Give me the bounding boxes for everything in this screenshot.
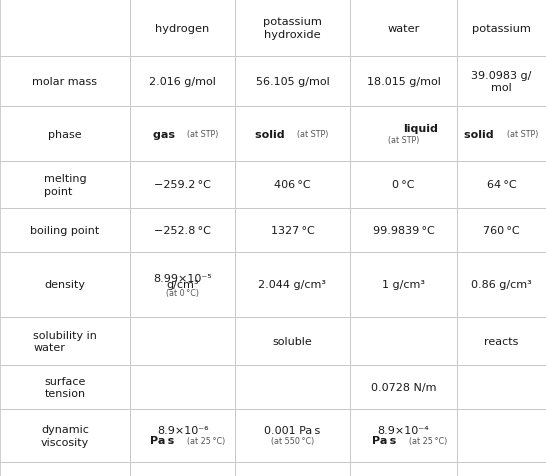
Bar: [350, 208, 457, 252]
Text: 39.0983 g/
mol: 39.0983 g/ mol: [471, 70, 532, 93]
Text: solubility in
water: solubility in water: [33, 330, 97, 352]
Text: (at 25 °C): (at 25 °C): [182, 436, 225, 445]
Text: 0.001 Pa s: 0.001 Pa s: [264, 426, 321, 436]
Text: (at STP): (at STP): [293, 130, 329, 139]
Bar: [130, 409, 235, 462]
Bar: [130, 462, 235, 476]
Text: (at STP): (at STP): [388, 136, 419, 145]
Bar: [457, 317, 546, 365]
Bar: [0, 0, 130, 57]
Text: 760 °C: 760 °C: [483, 226, 520, 236]
Text: 18.015 g/mol: 18.015 g/mol: [366, 77, 441, 87]
Bar: [130, 317, 235, 365]
Bar: [457, 107, 546, 162]
Text: g/cm³: g/cm³: [166, 280, 199, 290]
Bar: [235, 162, 350, 208]
Bar: [457, 0, 546, 57]
Text: −252.8 °C: −252.8 °C: [154, 226, 211, 236]
Text: surface
tension: surface tension: [44, 376, 86, 398]
Bar: [350, 365, 457, 409]
Bar: [235, 365, 350, 409]
Text: molar mass: molar mass: [33, 77, 98, 87]
Bar: [235, 317, 350, 365]
Bar: [235, 0, 350, 57]
Text: solid: solid: [255, 129, 293, 139]
Bar: [457, 208, 546, 252]
Bar: [130, 57, 235, 107]
Text: (at STP): (at STP): [501, 130, 538, 139]
Bar: [350, 462, 457, 476]
Bar: [350, 162, 457, 208]
Bar: [0, 252, 130, 317]
Bar: [350, 57, 457, 107]
Text: 0 °C: 0 °C: [392, 180, 415, 190]
Text: (at 550 °C): (at 550 °C): [271, 436, 314, 445]
Text: reacts: reacts: [484, 336, 519, 346]
Bar: [0, 107, 130, 162]
Bar: [457, 252, 546, 317]
Text: 0.86 g/cm³: 0.86 g/cm³: [471, 280, 532, 290]
Text: 2.016 g/mol: 2.016 g/mol: [149, 77, 216, 87]
Text: phase: phase: [48, 129, 82, 139]
Text: 64 °C: 64 °C: [486, 180, 517, 190]
Text: boiling point: boiling point: [31, 226, 99, 236]
Text: 8.99×10⁻⁵: 8.99×10⁻⁵: [153, 273, 212, 283]
Text: (at STP): (at STP): [182, 130, 219, 139]
Bar: [457, 365, 546, 409]
Bar: [350, 107, 457, 162]
Text: liquid: liquid: [403, 124, 438, 134]
Text: density: density: [45, 280, 86, 290]
Text: water: water: [387, 23, 420, 33]
Text: soluble: soluble: [272, 336, 312, 346]
Bar: [130, 0, 235, 57]
Text: −259.2 °C: −259.2 °C: [154, 180, 211, 190]
Text: solid: solid: [464, 129, 501, 139]
Bar: [130, 107, 235, 162]
Bar: [0, 208, 130, 252]
Bar: [130, 208, 235, 252]
Text: 0.0728 N/m: 0.0728 N/m: [371, 382, 436, 392]
Bar: [457, 462, 546, 476]
Text: 99.9839 °C: 99.9839 °C: [372, 226, 435, 236]
Text: (at 0 °C): (at 0 °C): [166, 288, 199, 298]
Text: dynamic
viscosity: dynamic viscosity: [41, 425, 89, 447]
Text: 56.105 g/mol: 56.105 g/mol: [256, 77, 329, 87]
Text: Pa s: Pa s: [151, 436, 182, 446]
Text: 1 g/cm³: 1 g/cm³: [382, 280, 425, 290]
Bar: [350, 317, 457, 365]
Bar: [350, 0, 457, 57]
Text: 8.9×10⁻⁶: 8.9×10⁻⁶: [157, 426, 208, 436]
Bar: [130, 252, 235, 317]
Bar: [457, 162, 546, 208]
Text: potassium: potassium: [472, 23, 531, 33]
Bar: [235, 462, 350, 476]
Bar: [130, 162, 235, 208]
Text: (at 25 °C): (at 25 °C): [403, 436, 447, 445]
Bar: [457, 57, 546, 107]
Bar: [350, 409, 457, 462]
Bar: [130, 365, 235, 409]
Text: potassium
hydroxide: potassium hydroxide: [263, 17, 322, 40]
Bar: [0, 409, 130, 462]
Bar: [457, 409, 546, 462]
Bar: [235, 57, 350, 107]
Text: 2.044 g/cm³: 2.044 g/cm³: [258, 280, 327, 290]
Bar: [350, 252, 457, 317]
Bar: [0, 365, 130, 409]
Bar: [0, 462, 130, 476]
Text: 1327 °C: 1327 °C: [271, 226, 314, 236]
Text: hydrogen: hydrogen: [156, 23, 210, 33]
Bar: [235, 409, 350, 462]
Text: 406 °C: 406 °C: [274, 180, 311, 190]
Bar: [0, 317, 130, 365]
Text: 8.9×10⁻⁴: 8.9×10⁻⁴: [378, 426, 429, 436]
Text: melting
point: melting point: [44, 174, 86, 196]
Text: Pa s: Pa s: [371, 436, 403, 446]
Bar: [235, 252, 350, 317]
Bar: [0, 162, 130, 208]
Bar: [235, 208, 350, 252]
Bar: [235, 107, 350, 162]
Bar: [0, 57, 130, 107]
Text: gas: gas: [153, 129, 182, 139]
